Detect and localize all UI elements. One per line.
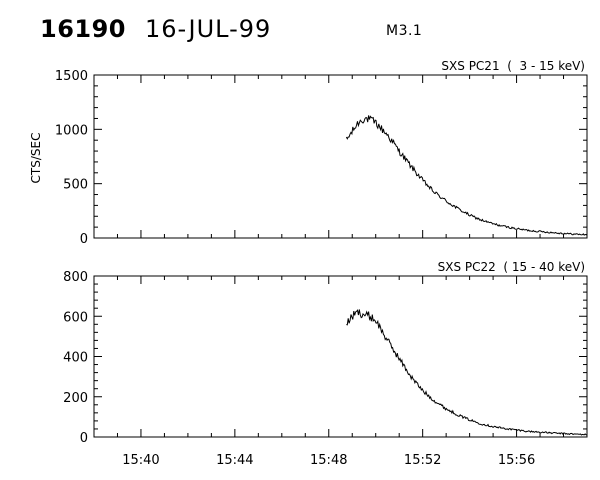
event-date: 16-JUL-99 bbox=[145, 15, 272, 43]
x-tick-label: 15:44 bbox=[216, 453, 253, 468]
series-line bbox=[346, 309, 588, 436]
x-tick-label: 15:48 bbox=[310, 453, 347, 468]
series-line bbox=[345, 115, 588, 236]
y-tick-label: 0 bbox=[80, 431, 88, 446]
y-axis-label: CTS/SEC bbox=[29, 133, 43, 184]
y-tick-label: 200 bbox=[63, 391, 88, 406]
event-id: 16190 bbox=[40, 15, 126, 43]
y-tick-label: 400 bbox=[63, 351, 88, 366]
chart-panel-2: SXS PC22 ( 15 - 40 keV) 0 200 400 600 800 bbox=[63, 260, 588, 446]
flare-class: M3.1 bbox=[386, 23, 423, 39]
y-tick-label: 0 bbox=[80, 232, 88, 247]
y-tick-label: 600 bbox=[63, 310, 88, 325]
x-tick-label: 15:52 bbox=[404, 453, 441, 468]
y-tick-label: 1500 bbox=[55, 69, 88, 84]
x-tick-label: 15:56 bbox=[498, 453, 535, 468]
panel-title: SXS PC22 ( 15 - 40 keV) bbox=[438, 260, 585, 274]
y-tick-label: 1000 bbox=[55, 123, 88, 138]
y-tick-label: 800 bbox=[63, 270, 88, 285]
x-tick-label: 15:40 bbox=[122, 453, 159, 468]
plot-frame bbox=[93, 275, 588, 438]
plot-frame bbox=[93, 74, 588, 239]
chart-panel-1: SXS PC21 ( 3 - 15 keV) 0 500 1000 1500 bbox=[55, 59, 588, 247]
y-tick-label: 500 bbox=[63, 178, 88, 193]
panel-title: SXS PC21 ( 3 - 15 keV) bbox=[441, 59, 585, 73]
